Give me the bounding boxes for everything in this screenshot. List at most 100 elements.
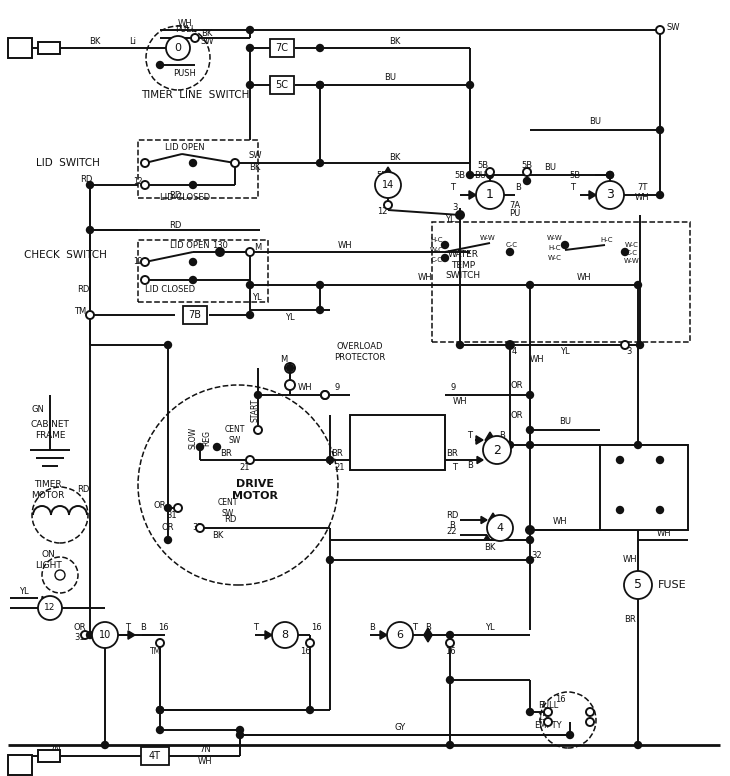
Text: LID OPEN: LID OPEN [165, 143, 205, 151]
Text: PU: PU [510, 209, 520, 217]
Text: YL: YL [252, 293, 262, 303]
Text: CHECK  SWITCH: CHECK SWITCH [23, 250, 107, 260]
Text: N: N [15, 760, 25, 770]
Circle shape [634, 282, 642, 289]
Polygon shape [477, 456, 483, 463]
Text: RD: RD [77, 486, 89, 494]
Circle shape [596, 181, 624, 209]
Bar [600, 445, 688, 530]
Circle shape [526, 427, 534, 434]
Bar [350, 415, 445, 470]
Text: 16: 16 [158, 623, 169, 632]
Text: RD: RD [169, 220, 181, 230]
Text: WH: WH [623, 556, 637, 564]
Circle shape [286, 365, 293, 372]
Circle shape [86, 227, 93, 234]
Text: PUSH: PUSH [174, 68, 196, 78]
Text: W-C: W-C [625, 242, 639, 248]
Bar [270, 76, 294, 94]
Circle shape [656, 507, 664, 514]
Text: 21: 21 [335, 462, 345, 472]
Text: BK: BK [89, 37, 101, 47]
Polygon shape [380, 631, 387, 639]
Circle shape [507, 248, 513, 255]
Text: H-C: H-C [549, 245, 561, 251]
Circle shape [544, 708, 552, 716]
Circle shape [442, 241, 448, 248]
Text: YL: YL [445, 216, 455, 224]
Text: 2: 2 [493, 444, 501, 456]
Text: SW: SW [248, 151, 262, 160]
Circle shape [607, 171, 613, 178]
Text: 7N: 7N [199, 744, 211, 753]
Polygon shape [383, 167, 393, 183]
Text: 15: 15 [537, 713, 548, 722]
Text: B: B [140, 622, 146, 632]
Text: ON
LIGHT: ON LIGHT [34, 550, 61, 570]
Text: 130: 130 [212, 241, 228, 250]
Text: WH: WH [530, 355, 545, 365]
Text: CABINET
FRAME: CABINET FRAME [31, 421, 69, 440]
Text: RD: RD [224, 515, 237, 525]
Text: ∞: ∞ [44, 41, 54, 54]
Circle shape [156, 706, 164, 713]
Polygon shape [128, 631, 135, 639]
Polygon shape [589, 191, 596, 199]
Circle shape [321, 391, 329, 399]
Text: T: T [467, 431, 472, 439]
Circle shape [486, 168, 494, 176]
Text: CENT
SW: CENT SW [218, 498, 238, 518]
Text: L1: L1 [12, 43, 28, 53]
Bar [141, 747, 169, 765]
Circle shape [231, 159, 239, 167]
Text: SLOW: SLOW [188, 427, 198, 449]
Text: BR: BR [220, 449, 232, 458]
Text: WH: WH [553, 518, 567, 526]
Circle shape [456, 212, 464, 219]
Text: WH: WH [418, 273, 432, 282]
Text: 5C: 5C [275, 80, 288, 90]
Circle shape [86, 632, 93, 639]
Text: T: T [41, 611, 45, 619]
Text: HOT: HOT [657, 462, 663, 477]
Bar [625, 450, 670, 522]
Circle shape [307, 706, 313, 713]
Text: OR: OR [162, 524, 174, 532]
Text: OR: OR [511, 411, 523, 420]
Text: 8: 8 [282, 630, 288, 640]
Text: B: B [467, 460, 473, 469]
Circle shape [624, 571, 652, 599]
Text: 12: 12 [134, 178, 143, 186]
Text: START: START [250, 398, 259, 421]
Text: 5B: 5B [377, 171, 388, 179]
Text: EMPTY: EMPTY [534, 720, 562, 729]
Text: RD: RD [77, 286, 89, 295]
Bar [38, 42, 60, 54]
Polygon shape [481, 516, 487, 524]
Text: T: T [571, 183, 575, 192]
Text: T: T [453, 462, 458, 472]
Polygon shape [485, 432, 495, 448]
Circle shape [526, 526, 534, 534]
Circle shape [634, 442, 642, 449]
Circle shape [526, 282, 534, 289]
Circle shape [247, 44, 253, 51]
Circle shape [466, 81, 474, 88]
Text: 4: 4 [496, 523, 504, 533]
Circle shape [164, 536, 172, 543]
Text: 16: 16 [555, 695, 565, 705]
Text: Li: Li [129, 37, 137, 47]
Circle shape [92, 622, 118, 648]
Bar [270, 39, 294, 57]
Circle shape [617, 507, 623, 514]
Text: GN: GN [31, 406, 45, 414]
Circle shape [306, 639, 314, 647]
Text: T: T [412, 622, 418, 632]
Text: REG: REG [202, 430, 212, 446]
Circle shape [166, 36, 190, 60]
Text: W-C: W-C [430, 247, 444, 253]
Text: T: T [126, 622, 131, 632]
Text: WH: WH [298, 383, 312, 393]
Text: TIMER  LINE  SWITCH: TIMER LINE SWITCH [141, 90, 249, 100]
Text: OVERLOAD
PROTECTOR: OVERLOAD PROTECTOR [334, 342, 385, 362]
